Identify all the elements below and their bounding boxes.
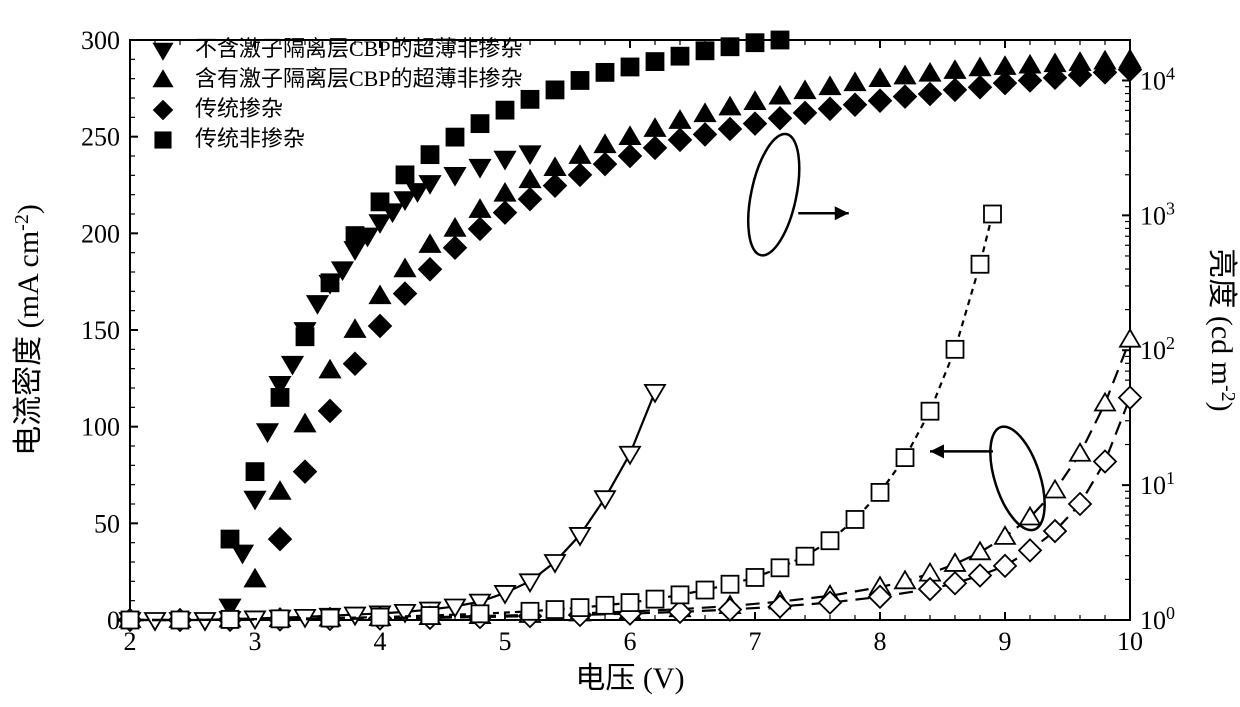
legend-item-label: 传统掺杂 bbox=[195, 96, 283, 121]
x-tick-label: 4 bbox=[374, 627, 387, 656]
y-left-axis-label: 电流密度 (mA cm-2) bbox=[11, 204, 45, 456]
y-right-tick-label: 101 bbox=[1140, 468, 1175, 500]
y-right-tick-label: 103 bbox=[1140, 198, 1175, 230]
series-B_cur bbox=[120, 330, 1140, 627]
x-tick-label: 6 bbox=[624, 627, 637, 656]
chart-container: 2345678910电压 (V)050100150200250300电流密度 (… bbox=[0, 0, 1240, 707]
legend-item-label: 不含激子隔离层CBP的超薄非掺杂 bbox=[195, 36, 523, 61]
x-tick-label: 8 bbox=[874, 627, 887, 656]
y-right-tick-label: 102 bbox=[1140, 333, 1175, 365]
y-left-tick-label: 200 bbox=[81, 219, 120, 248]
x-tick-label: 5 bbox=[499, 627, 512, 656]
x-tick-label: 9 bbox=[999, 627, 1012, 656]
y-left-tick-label: 0 bbox=[107, 606, 120, 635]
annotation-arrowhead-right bbox=[835, 206, 849, 220]
y-left-tick-label: 250 bbox=[81, 123, 120, 152]
y-left-tick-label: 150 bbox=[81, 316, 120, 345]
x-tick-label: 3 bbox=[249, 627, 262, 656]
x-axis-label: 电压 (V) bbox=[575, 662, 684, 695]
y-left-tick-label: 300 bbox=[81, 26, 120, 55]
chart-svg: 2345678910电压 (V)050100150200250300电流密度 (… bbox=[0, 0, 1240, 707]
legend: 不含激子隔离层CBP的超薄非掺杂含有激子隔离层CBP的超薄非掺杂传统掺杂传统非掺… bbox=[154, 36, 523, 151]
series-D_cur bbox=[122, 206, 1002, 629]
legend-item-label: 传统非掺杂 bbox=[195, 126, 305, 151]
legend-item-label: 含有激子隔离层CBP的超薄非掺杂 bbox=[195, 66, 523, 91]
annotation-ellipse-right bbox=[739, 129, 809, 259]
y-left-tick-label: 50 bbox=[94, 509, 120, 538]
series-C_lum bbox=[269, 59, 1141, 550]
y-right-tick-label: 104 bbox=[1140, 63, 1175, 95]
x-tick-label: 7 bbox=[749, 627, 762, 656]
y-right-tick-label: 100 bbox=[1140, 603, 1175, 635]
series-A_cur bbox=[120, 385, 665, 630]
y-left-tick-label: 100 bbox=[81, 413, 120, 442]
y-right-axis-label: 亮度 (cd m-2) bbox=[1205, 248, 1239, 411]
annotation-arrowhead-left bbox=[930, 444, 944, 458]
series-A_lum bbox=[220, 146, 540, 616]
annotation-ellipse-left bbox=[979, 420, 1055, 537]
